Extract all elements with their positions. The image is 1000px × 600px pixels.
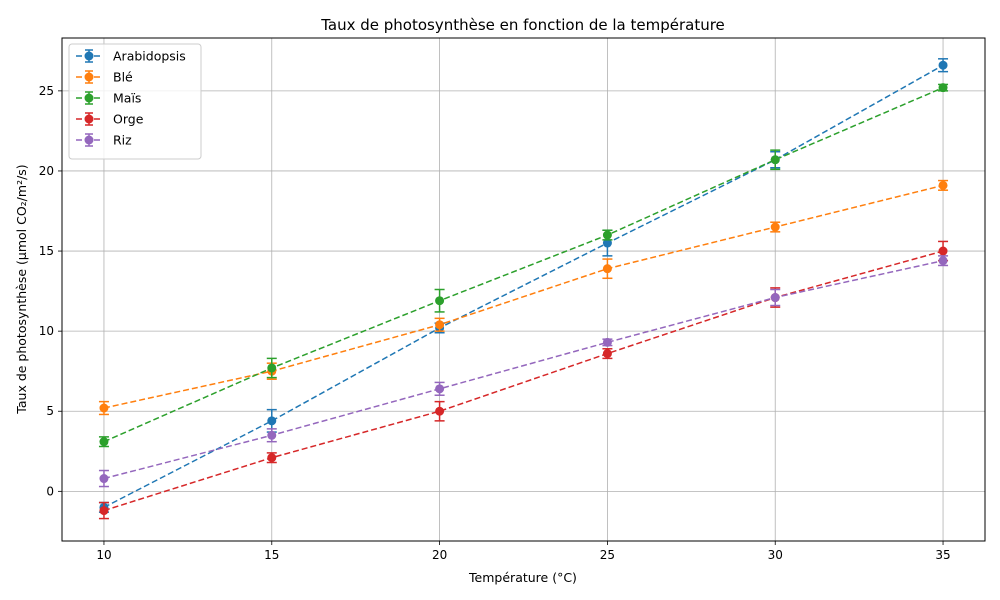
- data-point: [267, 416, 277, 426]
- x-tick-label: 10: [96, 548, 111, 562]
- data-point: [602, 238, 612, 248]
- y-tick-label: 0: [46, 484, 54, 498]
- legend-label: Orge: [113, 112, 144, 127]
- legend-item: Orge: [76, 112, 144, 127]
- plot-area: [61, 37, 986, 542]
- data-point: [99, 403, 109, 413]
- legend-item: Blé: [76, 70, 133, 85]
- data-point: [435, 384, 445, 394]
- axis-ticks: 10 15 20 25 30 35 0 5 10 15 20 25: [39, 84, 951, 562]
- legend-box: [68, 43, 202, 160]
- data-point: [267, 363, 277, 373]
- data-point: [435, 406, 445, 416]
- legend-item: Riz: [76, 133, 132, 148]
- data-point: [99, 506, 109, 516]
- chart-title: Taux de photosynthèse en fonction de la …: [320, 16, 725, 34]
- series-line: [103, 250, 944, 512]
- series-Blé: [98, 179, 949, 416]
- data-point: [938, 180, 948, 190]
- legend-item: Maïs: [76, 91, 141, 106]
- data-point: [938, 83, 948, 93]
- legend-marker: [84, 135, 94, 145]
- data-point: [435, 296, 445, 306]
- legend-label: Arabidopsis: [113, 49, 186, 64]
- legend-label: Riz: [113, 133, 132, 148]
- legend-label: Maïs: [113, 91, 141, 106]
- data-point: [99, 474, 109, 484]
- series-line: [103, 86, 944, 443]
- y-tick-label: 5: [46, 404, 54, 418]
- y-axis-label: Taux de photosynthèse (µmol CO₂/m²/s): [14, 164, 29, 414]
- series-Riz: [98, 255, 949, 488]
- legend-marker: [84, 72, 94, 82]
- data-point: [938, 60, 948, 70]
- series-Orge: [98, 240, 949, 520]
- data-point: [602, 337, 612, 347]
- series-line: [103, 184, 944, 409]
- x-tick-label: 35: [935, 548, 950, 562]
- data-point: [435, 320, 445, 330]
- legend-marker: [84, 93, 94, 103]
- data-point: [602, 230, 612, 240]
- legend-marker: [84, 114, 94, 124]
- legend-item: Arabidopsis: [76, 49, 186, 64]
- y-tick-label: 20: [39, 164, 54, 178]
- data-point: [770, 222, 780, 232]
- data-point: [938, 246, 948, 256]
- x-tick-label: 25: [600, 548, 615, 562]
- data-point: [770, 155, 780, 165]
- series-layer: [98, 58, 949, 520]
- legend-label: Blé: [113, 70, 133, 85]
- x-tick-label: 30: [768, 548, 783, 562]
- x-axis-label: Température (°C): [468, 570, 577, 585]
- x-tick-label: 15: [264, 548, 279, 562]
- y-tick-label: 15: [39, 244, 54, 258]
- data-point: [770, 293, 780, 303]
- x-tick-label: 20: [432, 548, 447, 562]
- y-tick-label: 10: [39, 324, 54, 338]
- data-point: [938, 256, 948, 266]
- data-point: [99, 437, 109, 447]
- data-point: [267, 430, 277, 440]
- data-point: [267, 453, 277, 463]
- series-line: [103, 259, 944, 480]
- series-line: [103, 64, 944, 509]
- legend-marker: [84, 51, 94, 61]
- legend: Arabidopsis Blé Maïs Orge Riz: [68, 43, 202, 160]
- series-Maïs: [98, 83, 949, 448]
- data-point: [602, 349, 612, 359]
- y-tick-label: 25: [39, 84, 54, 98]
- data-point: [602, 264, 612, 274]
